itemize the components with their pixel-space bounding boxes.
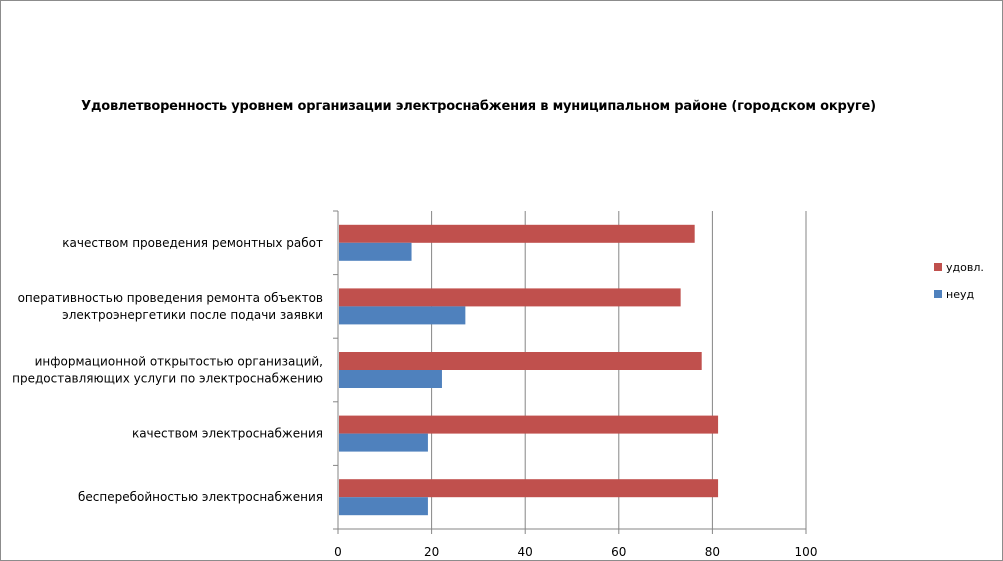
category-label: предоставляющих услуги по электроснабжен… [12,372,323,386]
bar [339,352,702,370]
legend-swatch [934,290,942,298]
x-tick-label: 0 [334,545,342,559]
legend-label: удовл. [946,261,984,274]
category-label: бесперебойностью электроснабжения [78,490,323,504]
category-label: информационной открытостью организаций, [35,355,323,369]
x-tick-label: 60 [611,545,626,559]
bar [339,288,681,307]
bar [339,306,466,325]
x-tick-label: 80 [705,545,720,559]
bar [339,415,719,434]
x-tick-label: 20 [424,545,439,559]
legend-swatch [934,263,942,271]
x-tick-label: 40 [518,545,533,559]
category-label: качеством электроснабжения [132,427,323,441]
bar [339,433,428,452]
x-tick-label: 100 [795,545,818,559]
bar [339,497,428,516]
category-label: качеством проведения ремонтных работ [62,236,323,250]
category-label: электроэнергетики после подачи заявки [62,308,323,322]
legend-label: неуд [946,288,974,301]
bar [339,224,695,243]
bar [339,242,412,261]
bar [339,370,442,388]
bar [339,479,719,498]
category-label: оперативностью проведения ремонта объект… [18,291,323,305]
chart-title: Удовлетворенность уровнем организации эл… [81,99,876,114]
